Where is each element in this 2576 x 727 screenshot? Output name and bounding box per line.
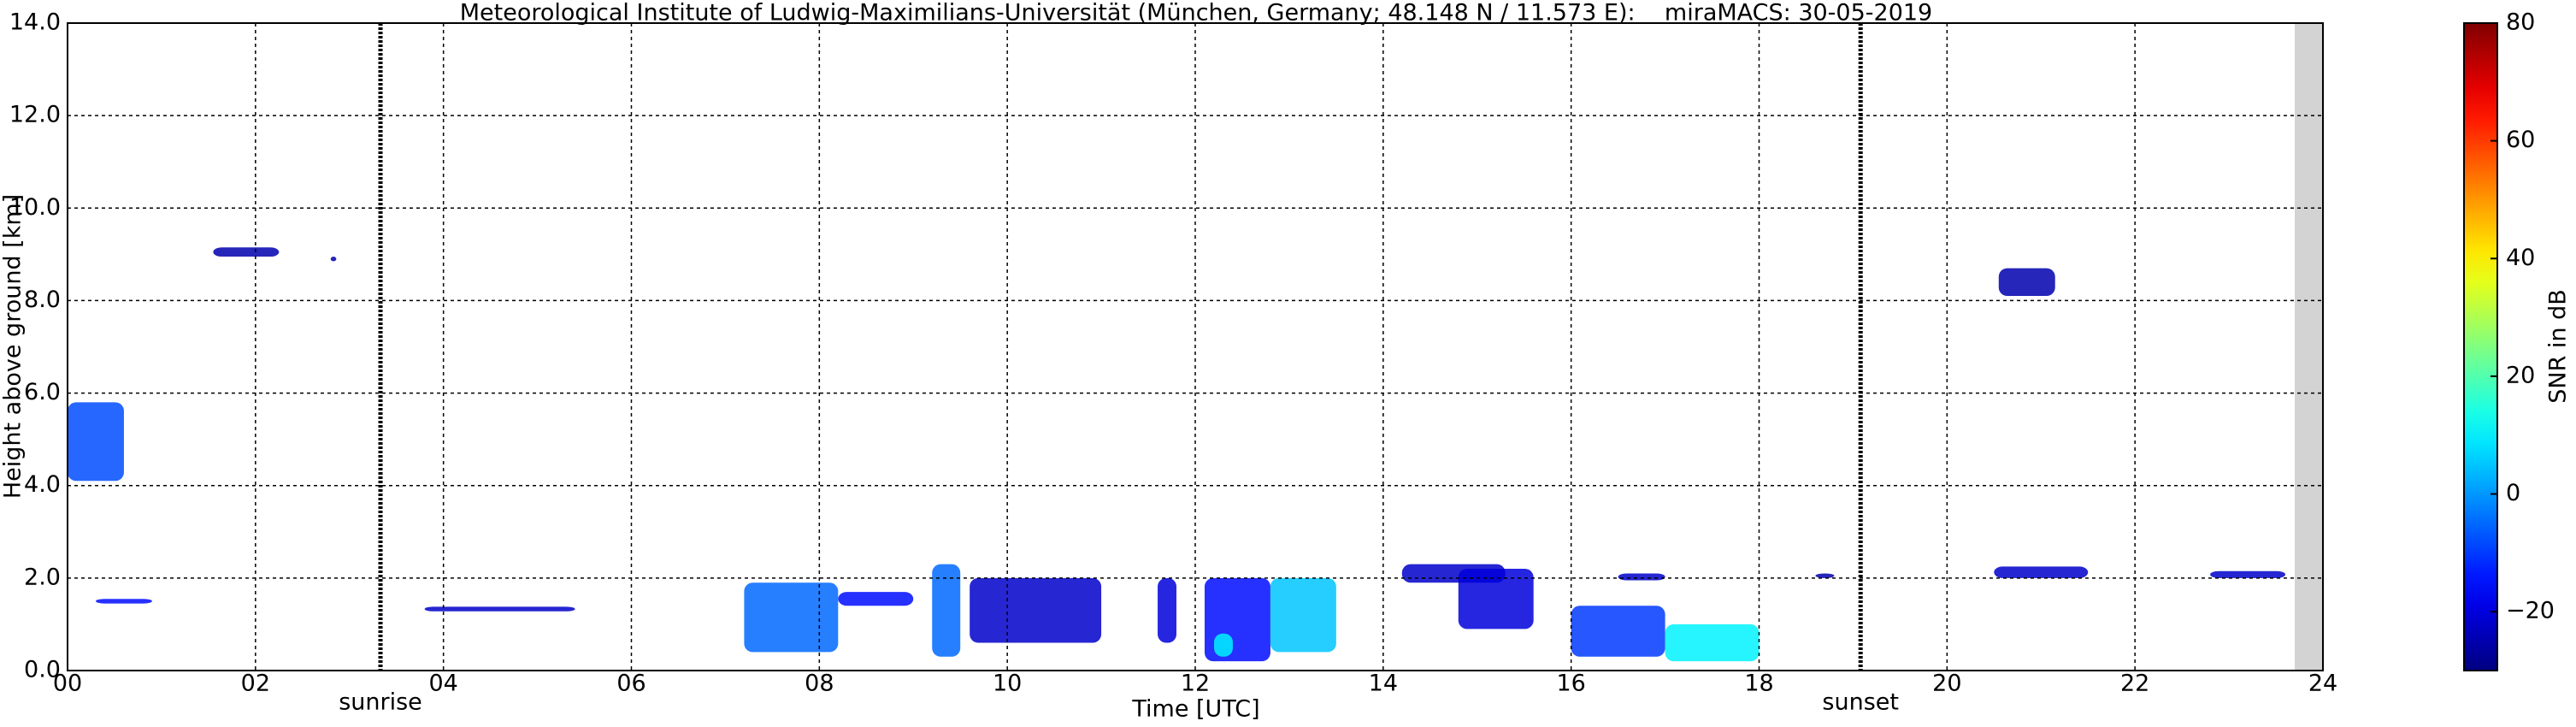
x-tick-label: 02: [241, 671, 270, 697]
sun-event-label: sunset: [1822, 689, 1899, 716]
x-tick-label: 06: [616, 671, 645, 697]
colorbar-tick-label: 40: [2506, 245, 2535, 271]
y-tick-label: 4.0: [24, 471, 61, 498]
plot-frame: [67, 22, 2324, 671]
radar-echo: [2210, 570, 2286, 578]
radar-echo: [424, 606, 575, 612]
x-tick-label: 04: [428, 671, 457, 697]
no-data-region: [2295, 23, 2323, 671]
sun-event-label: sunrise: [339, 689, 422, 716]
radar-echo: [1815, 573, 1835, 578]
colorbar-label: SNR in dB: [2545, 289, 2572, 404]
radar-echo: [1158, 577, 1177, 643]
radar-echo: [1618, 573, 1665, 581]
y-tick-label: 2.0: [24, 564, 61, 590]
colorbar-tick-label: 60: [2506, 127, 2535, 153]
y-tick-label: 0.0: [24, 657, 61, 683]
colorbar-tick-label: 20: [2506, 362, 2535, 388]
radar-echo: [68, 402, 124, 482]
y-tick-label: 8.0: [24, 287, 61, 313]
radar-echo: [932, 564, 961, 657]
x-tick-label: 16: [1556, 671, 1585, 697]
y-tick-label: 10.0: [9, 194, 61, 221]
radar-echo: [330, 257, 337, 262]
radar-echo: [744, 582, 839, 653]
radar-echo: [970, 577, 1102, 643]
radar-echo: [1213, 633, 1233, 657]
radar-echo: [1270, 577, 1336, 653]
x-tick-label: 18: [1744, 671, 1773, 697]
radar-echo: [1571, 606, 1665, 657]
chart-title: Meteorological Institute of Ludwig-Maxim…: [460, 0, 1933, 27]
x-tick-label: 22: [2120, 671, 2149, 697]
y-tick-label: 14.0: [9, 9, 61, 36]
colorbar-tick-label: 80: [2506, 9, 2535, 36]
colorbar-tick-label: 0: [2506, 480, 2520, 506]
x-axis-label: Time [UTC]: [1131, 696, 1259, 723]
x-tick-label: 20: [1932, 671, 1961, 697]
x-tick-label: 10: [993, 671, 1022, 697]
radar-echo: [1994, 566, 2089, 578]
y-tick-label: 6.0: [24, 379, 61, 405]
radar-echo: [95, 599, 152, 604]
x-tick-label: 00: [53, 671, 82, 697]
radar-echo: [1665, 624, 1760, 662]
radar-echo: [213, 247, 280, 257]
colorbar: [2463, 22, 2498, 671]
x-tick-label: 12: [1181, 671, 1210, 697]
colorbar-tick-label: −20: [2506, 598, 2555, 624]
x-tick-label: 08: [805, 671, 834, 697]
radar-echo: [1458, 569, 1534, 629]
radar-echo: [1998, 268, 2055, 297]
radar-echo: [838, 592, 914, 606]
x-tick-label: 14: [1369, 671, 1398, 697]
x-tick-label: 24: [2308, 671, 2337, 697]
y-tick-label: 12.0: [9, 102, 61, 128]
y-axis-label: Height above ground [km]: [0, 194, 27, 499]
